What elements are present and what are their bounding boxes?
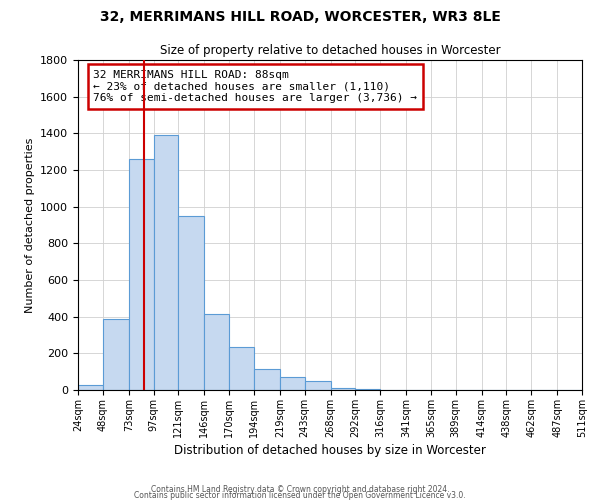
Bar: [178, 216, 204, 390]
Bar: [154, 135, 178, 390]
Bar: [78, 386, 103, 390]
X-axis label: Distribution of detached houses by size in Worcester: Distribution of detached houses by size …: [174, 444, 486, 457]
Text: 32, MERRIMANS HILL ROAD, WORCESTER, WR3 8LE: 32, MERRIMANS HILL ROAD, WORCESTER, WR3 …: [100, 10, 500, 24]
Bar: [355, 389, 380, 390]
Y-axis label: Number of detached properties: Number of detached properties: [25, 138, 35, 312]
Bar: [254, 369, 280, 390]
Bar: [204, 314, 229, 390]
Bar: [129, 159, 154, 390]
Text: 32 MERRIMANS HILL ROAD: 88sqm
← 23% of detached houses are smaller (1,110)
76% o: 32 MERRIMANS HILL ROAD: 88sqm ← 23% of d…: [93, 70, 417, 103]
Bar: [280, 377, 305, 390]
Text: Contains HM Land Registry data © Crown copyright and database right 2024.: Contains HM Land Registry data © Crown c…: [151, 484, 449, 494]
Bar: [305, 381, 331, 390]
Bar: [103, 318, 129, 390]
Text: Contains public sector information licensed under the Open Government Licence v3: Contains public sector information licen…: [134, 490, 466, 500]
Bar: [331, 388, 355, 390]
Bar: [229, 347, 254, 390]
Title: Size of property relative to detached houses in Worcester: Size of property relative to detached ho…: [160, 44, 500, 58]
